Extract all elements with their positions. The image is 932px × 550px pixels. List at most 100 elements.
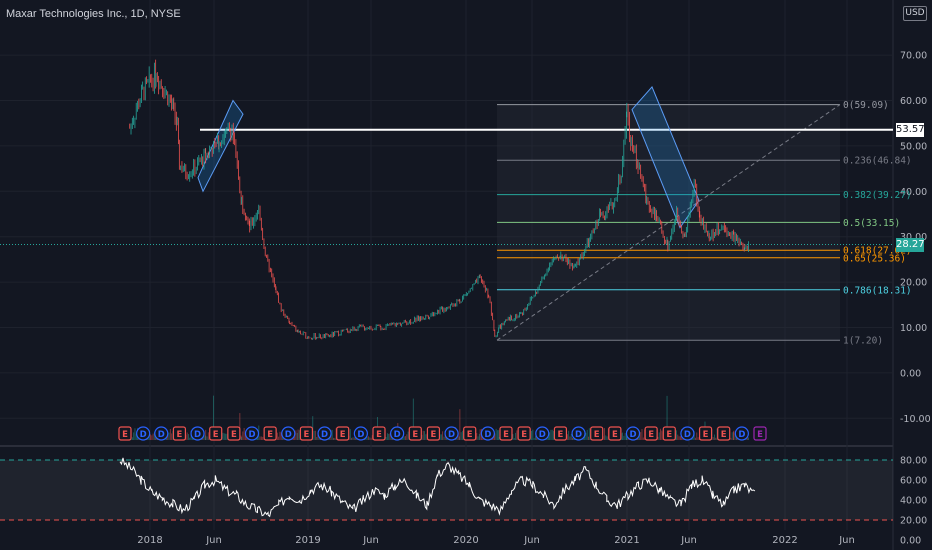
dividend-marker bbox=[190, 426, 205, 441]
x-tick-label: Jun bbox=[523, 535, 540, 546]
event-marker-label: D bbox=[285, 430, 292, 440]
volume-bar bbox=[695, 437, 696, 440]
volume-bar bbox=[385, 436, 387, 440]
earnings-marker bbox=[590, 426, 604, 441]
volume-bar bbox=[241, 437, 242, 440]
volume-bar bbox=[457, 432, 459, 440]
fib-level-label: 1(7.20) bbox=[843, 336, 883, 347]
y-tick-label: 20.00 bbox=[900, 278, 927, 289]
volume-bar bbox=[188, 434, 189, 440]
volume-bar bbox=[606, 436, 608, 440]
earnings-marker bbox=[608, 426, 622, 441]
event-marker-label: E bbox=[412, 430, 418, 440]
volume-bar bbox=[262, 436, 264, 440]
volume-bar bbox=[623, 435, 625, 440]
volume-bar bbox=[313, 430, 315, 440]
volume-bar bbox=[298, 430, 300, 440]
volume-bar bbox=[657, 436, 659, 440]
currency-badge[interactable]: USD bbox=[903, 6, 927, 21]
rsi-line bbox=[119, 457, 756, 518]
volume-bar bbox=[661, 430, 663, 440]
event-marker-label: E bbox=[558, 430, 564, 440]
fib-level-label: 0.65(25.36) bbox=[843, 253, 906, 264]
volume-bar bbox=[676, 430, 677, 440]
volume-bar bbox=[421, 434, 423, 440]
event-marker-label: E bbox=[612, 430, 618, 440]
volume-bar bbox=[477, 436, 479, 440]
volume-bar bbox=[278, 436, 280, 440]
event-marker-label: D bbox=[539, 430, 546, 440]
volume-bar bbox=[367, 436, 369, 440]
volume-bar bbox=[496, 430, 498, 440]
earnings-marker bbox=[227, 426, 241, 441]
volume-bar bbox=[677, 434, 679, 440]
volume-bar bbox=[152, 433, 154, 440]
volume-bar bbox=[588, 428, 590, 440]
x-tick-label: Jun bbox=[362, 535, 379, 546]
volume-bar bbox=[666, 395, 668, 440]
earnings-marker bbox=[118, 426, 132, 441]
volume-bar bbox=[282, 436, 283, 440]
dividend-marker bbox=[136, 426, 151, 441]
volume-bar bbox=[276, 432, 278, 440]
volume-bar bbox=[658, 432, 660, 440]
volume-bar bbox=[716, 428, 718, 440]
volume-bar bbox=[442, 431, 444, 440]
earnings-marker bbox=[662, 426, 676, 441]
volume-bar bbox=[225, 433, 227, 440]
fib-level-label: 0.786(18.31) bbox=[843, 285, 912, 296]
volume-bar bbox=[603, 428, 605, 440]
volume-bar bbox=[353, 437, 355, 440]
event-marker-label: E bbox=[376, 430, 382, 440]
event-marker-label: E bbox=[213, 430, 219, 440]
dividend-marker bbox=[390, 426, 405, 441]
fib-trendline bbox=[496, 104, 841, 341]
volume-bar bbox=[515, 432, 517, 440]
volume-bar bbox=[203, 433, 205, 440]
volume-bar bbox=[570, 433, 572, 440]
volume-bar bbox=[494, 433, 496, 440]
volume-bar bbox=[553, 430, 554, 440]
volume-bar bbox=[189, 437, 191, 440]
volume-bar bbox=[369, 437, 371, 440]
earnings-marker bbox=[717, 426, 731, 441]
volume-bar bbox=[186, 432, 188, 440]
volume-bar bbox=[516, 430, 518, 440]
event-marker-label: E bbox=[703, 430, 709, 440]
volume-bar bbox=[206, 436, 208, 440]
volume-bar bbox=[549, 432, 551, 440]
event-marker-label: D bbox=[629, 430, 636, 440]
event-marker-label: E bbox=[340, 430, 346, 440]
volume-bar bbox=[534, 435, 536, 440]
volume-bar bbox=[460, 432, 462, 440]
volume-bar bbox=[660, 428, 661, 440]
volume-bar bbox=[424, 431, 425, 440]
volume-bar bbox=[131, 437, 133, 440]
earnings-marker bbox=[209, 426, 223, 441]
y-tick-label: 60.00 bbox=[900, 96, 927, 107]
fib-level-label: 0(59.09) bbox=[843, 100, 889, 111]
dividend-marker bbox=[444, 426, 459, 441]
volume-bar bbox=[171, 433, 173, 440]
earnings-marker bbox=[336, 426, 350, 441]
volume-bar bbox=[168, 432, 170, 440]
volume-bar bbox=[222, 432, 224, 440]
horizontal-line-price-tag: 53.57 bbox=[896, 122, 925, 137]
volume-bar bbox=[239, 413, 241, 440]
volume-bar bbox=[317, 434, 319, 440]
volume-bar bbox=[153, 432, 155, 440]
volume-bar bbox=[150, 434, 151, 440]
volume-bar bbox=[605, 435, 607, 440]
volume-bar bbox=[259, 436, 261, 440]
volume-bar bbox=[678, 436, 680, 440]
volume-bar bbox=[243, 428, 245, 440]
volume-bar bbox=[566, 434, 568, 440]
volume-bar bbox=[135, 433, 137, 440]
volume-bar bbox=[715, 437, 717, 440]
earnings-marker bbox=[426, 426, 441, 441]
volume-bar bbox=[314, 430, 316, 440]
y-tick-label: 10.00 bbox=[900, 323, 927, 334]
volume-bar bbox=[403, 436, 405, 440]
event-marker-label: E bbox=[304, 430, 310, 440]
